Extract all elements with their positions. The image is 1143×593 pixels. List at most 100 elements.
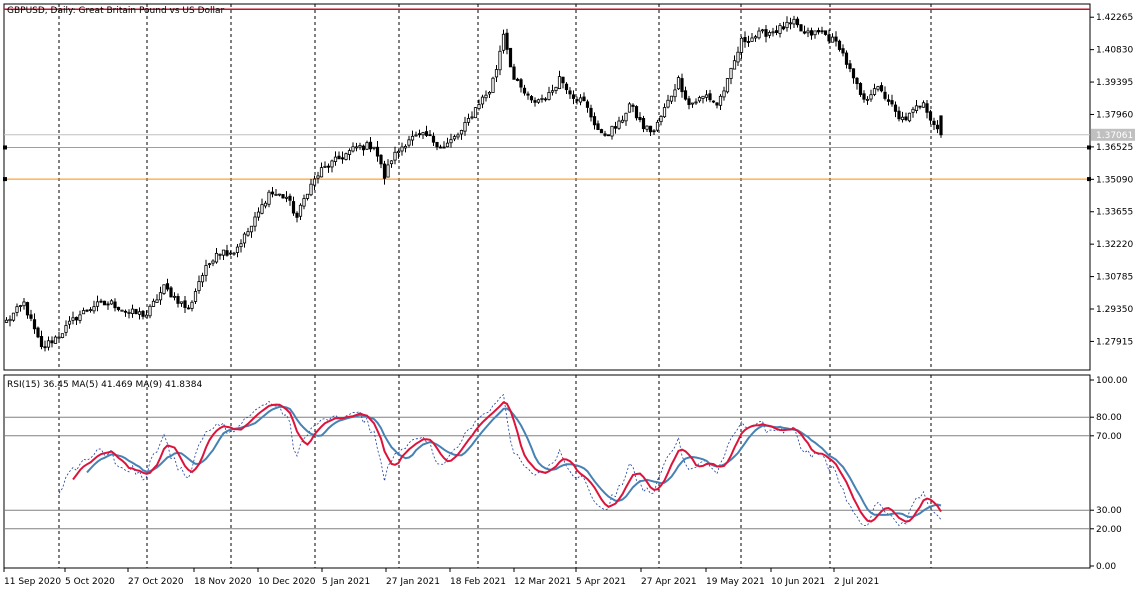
candle-body (207, 263, 212, 266)
candle-body (449, 139, 453, 144)
date-tick-label: 12 Mar 2021 (514, 577, 571, 587)
candle-body (554, 86, 558, 91)
candle-body (662, 107, 667, 118)
rsi-tick-label: 30.00 (1096, 506, 1122, 516)
candle-body (99, 300, 103, 303)
current-price-label: 1.37061 (1096, 131, 1133, 141)
candle-body (64, 325, 68, 333)
candle-body (694, 101, 698, 104)
candle-body (305, 193, 310, 199)
candle-body (368, 141, 373, 150)
candle-body (246, 231, 250, 236)
candle-body (543, 98, 548, 101)
candle-body (218, 253, 222, 256)
candle-body (263, 202, 268, 207)
candle-body (596, 123, 600, 131)
candle-body (337, 155, 341, 160)
candle-body (155, 299, 159, 303)
date-tick-label: 11 Sep 2020 (4, 577, 61, 587)
candle-body (88, 309, 93, 312)
candle-body (389, 160, 394, 165)
candle-body (102, 300, 107, 306)
candle-body (701, 95, 705, 99)
line-handle[interactable] (3, 177, 7, 182)
candle-body (186, 307, 191, 310)
candle-body (417, 133, 422, 136)
line-handle[interactable] (1087, 145, 1091, 150)
candle-body (855, 77, 859, 85)
price-tick-label: 1.32220 (1096, 240, 1133, 250)
candle-body (386, 164, 390, 178)
date-tick-label: 10 Jun 2021 (771, 577, 825, 587)
candle-body (932, 120, 936, 125)
candle-body (851, 68, 856, 79)
candle-body (792, 18, 796, 25)
candle-body (820, 30, 824, 33)
current-price-tag (1091, 128, 1135, 141)
candle-body (862, 93, 866, 100)
candle-body (900, 116, 905, 121)
candle-body (515, 78, 520, 81)
candle-body (43, 346, 47, 349)
candle-body (400, 146, 404, 152)
candles (4, 15, 943, 352)
candle-body (431, 135, 436, 143)
candle-body (827, 34, 831, 42)
candle-body (893, 104, 898, 112)
candle-body (407, 139, 411, 146)
candle-body (568, 90, 572, 95)
candle-body (736, 51, 740, 63)
line-handle[interactable] (3, 145, 7, 150)
candle-body (501, 33, 506, 51)
candle-body (323, 165, 327, 168)
candle-body (620, 119, 625, 123)
candle-body (382, 163, 387, 179)
candle-body (547, 92, 551, 100)
line-handle[interactable] (1087, 177, 1091, 182)
candle-body (519, 79, 523, 88)
candle-body (865, 98, 870, 101)
candle-body (802, 31, 807, 34)
candle-body (631, 104, 635, 107)
candle-body (326, 165, 331, 168)
candle-body (760, 29, 765, 32)
candle-body (123, 310, 128, 313)
candle-body (85, 309, 89, 312)
candle-body (57, 336, 61, 339)
candle-body (225, 250, 229, 256)
candle-body (848, 63, 852, 70)
candle-body (393, 151, 397, 161)
candle-body (15, 306, 19, 313)
candle-body (697, 97, 702, 102)
date-tick-label: 5 Apr 2021 (576, 577, 626, 587)
candle-body (823, 30, 828, 35)
candle-body (925, 103, 929, 113)
candle-body (375, 146, 380, 157)
candle-body (757, 30, 761, 39)
candle-body (774, 30, 779, 33)
candle-body (165, 283, 170, 290)
candle-body (928, 111, 933, 121)
date-tick-label: 10 Dec 2020 (258, 577, 316, 587)
candle-body (844, 52, 849, 65)
candle-body (151, 300, 156, 307)
candle-body (627, 103, 632, 113)
candle-body (711, 100, 716, 103)
candle-body (256, 211, 261, 218)
candle-body (841, 48, 845, 54)
candle-body (351, 146, 355, 152)
candle-body (379, 154, 383, 165)
candle-body (358, 145, 362, 148)
price-tick-label: 1.35090 (1096, 175, 1133, 185)
candle-body (144, 314, 149, 318)
candle-body (477, 104, 481, 109)
candle-body (732, 60, 737, 70)
candle-body (687, 98, 691, 105)
candle-body (935, 124, 940, 130)
candle-body (197, 281, 201, 292)
candle-body (319, 167, 324, 178)
candle-body (281, 194, 285, 199)
candle-body (533, 100, 537, 103)
candle-body (32, 319, 37, 330)
